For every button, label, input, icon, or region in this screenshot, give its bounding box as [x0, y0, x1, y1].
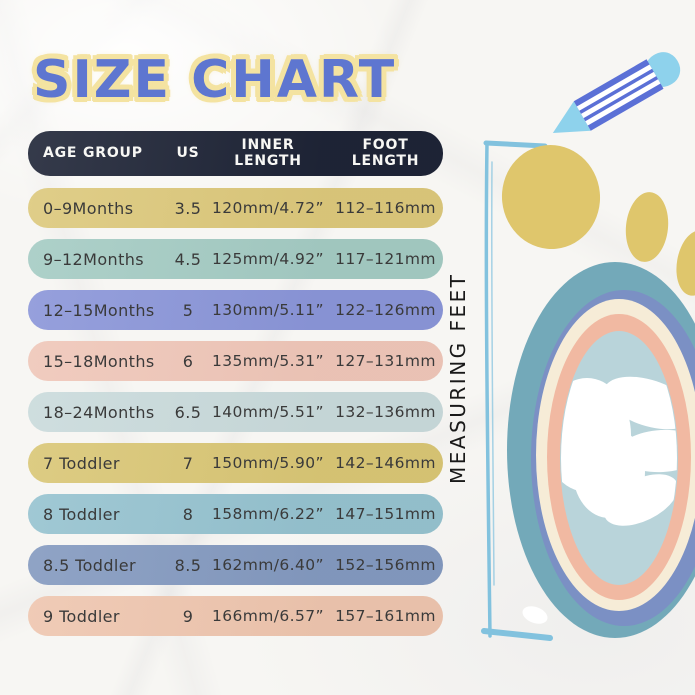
table-row: 8 Toddler 8 158mm/6.22” 147–151mm [28, 494, 443, 534]
header-foot-length: FOOT LENGTH [351, 137, 420, 169]
cell-inner-length: 150mm/5.90” [212, 454, 324, 472]
table-row: 18–24Months 6.5 140mm/5.51” 132–136mm [28, 392, 443, 432]
cell-us-size: 6.5 [174, 402, 202, 422]
cell-inner-length: 130mm/5.11” [212, 301, 324, 319]
table-row: 0–9Months 3.5 120mm/4.72” 112–116mm [28, 188, 443, 228]
cell-age-group: 7 Toddler [43, 453, 120, 473]
cell-us-size: 8.5 [174, 555, 202, 575]
cell-us-size: 3.5 [174, 198, 202, 218]
table-header-row: AGE GROUP US INNER LENGTH FOOT LENGTH [28, 131, 443, 176]
header-us-size: US [176, 144, 200, 161]
cell-age-group: 18–24Months [43, 402, 155, 422]
table-row: 9 Toddler 9 166mm/6.57” 157–161mm [28, 596, 443, 636]
table-row: 15–18Months 6 135mm/5.31” 127–131mm [28, 341, 443, 381]
cell-age-group: 8.5 Toddler [43, 555, 136, 575]
header-inner-length: INNER LENGTH [234, 137, 302, 169]
cell-us-size: 5 [182, 300, 194, 320]
cell-age-group: 12–15Months [43, 300, 155, 320]
cell-foot-length: 112–116mm [335, 199, 436, 217]
cell-foot-length: 127–131mm [335, 352, 436, 370]
table-row: 12–15Months 5 130mm/5.11” 122–126mm [28, 290, 443, 330]
cell-age-group: 9 Toddler [43, 606, 120, 626]
cell-foot-length: 152–156mm [335, 556, 436, 574]
cell-inner-length: 158mm/6.22” [212, 505, 324, 523]
cell-us-size: 7 [182, 453, 194, 473]
cell-us-size: 8 [182, 504, 194, 524]
size-table: AGE GROUP US INNER LENGTH FOOT LENGTH 0–… [28, 131, 443, 647]
cell-age-group: 0–9Months [43, 198, 134, 218]
cell-us-size: 4.5 [174, 249, 202, 269]
table-row: 7 Toddler 7 150mm/5.90” 142–146mm [28, 443, 443, 483]
cell-inner-length: 140mm/5.51” [212, 403, 324, 421]
page-title: SIZE CHART [33, 50, 397, 110]
cell-inner-length: 162mm/6.40” [212, 556, 324, 574]
cell-age-group: 9–12Months [43, 249, 145, 269]
cell-foot-length: 157–161mm [335, 607, 436, 625]
cell-foot-length: 147–151mm [335, 505, 436, 523]
cell-foot-length: 132–136mm [335, 403, 436, 421]
cell-inner-length: 135mm/5.31” [212, 352, 324, 370]
cell-foot-length: 117–121mm [335, 250, 436, 268]
cell-age-group: 8 Toddler [43, 504, 120, 524]
cell-us-size: 9 [182, 606, 194, 626]
cell-inner-length: 125mm/4.92” [212, 250, 324, 268]
header-age-group: AGE GROUP [43, 144, 143, 161]
cell-foot-length: 122–126mm [335, 301, 436, 319]
cell-inner-length: 166mm/6.57” [212, 607, 324, 625]
cell-us-size: 6 [182, 351, 194, 371]
cell-age-group: 15–18Months [43, 351, 155, 371]
measuring-bracket-icon [481, 140, 553, 641]
table-row: 9–12Months 4.5 125mm/4.92” 117–121mm [28, 239, 443, 279]
footprint-icon [501, 145, 695, 638]
pencil-icon [552, 52, 681, 133]
cell-foot-length: 142–146mm [335, 454, 436, 472]
table-row: 8.5 Toddler 8.5 162mm/6.40” 152–156mm [28, 545, 443, 585]
cell-inner-length: 120mm/4.72” [212, 199, 324, 217]
foot-illustration [481, 52, 695, 641]
